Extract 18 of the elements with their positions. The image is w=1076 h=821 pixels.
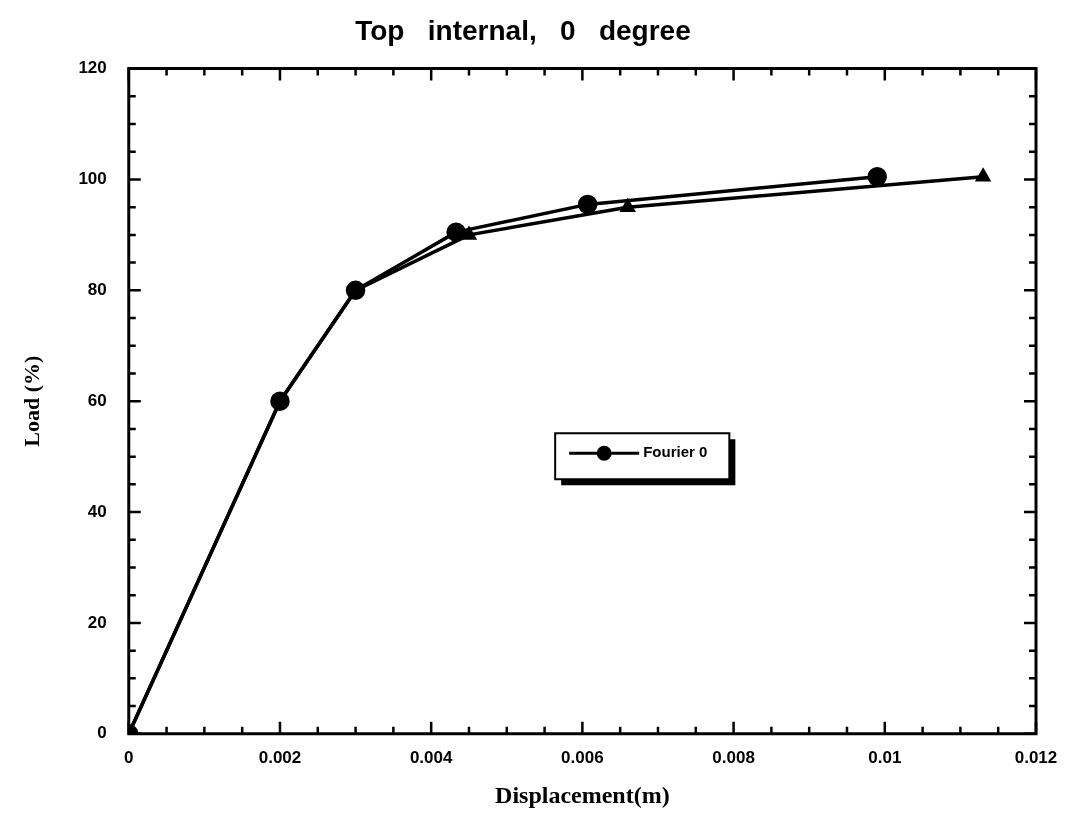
chart-title: Top internal, 0 degree: [355, 14, 691, 46]
y-tick-label: 0: [97, 723, 107, 743]
y-tick-label: 20: [87, 612, 107, 632]
x-tick-label: 0.012: [1014, 747, 1058, 767]
x-tick-label: 0: [124, 747, 134, 767]
y-axis-title: Load (%): [18, 355, 44, 447]
legend-label: Fourier 0: [643, 443, 708, 461]
x-tick-label: 0.004: [409, 747, 453, 767]
x-tick-label: 0.008: [712, 747, 755, 767]
x-tick-label: 0.002: [258, 747, 302, 767]
x-tick-label: 0.006: [561, 747, 604, 767]
x-tick-label: 0.01: [868, 747, 902, 767]
y-tick-label: 40: [87, 501, 107, 521]
x-axis-title: Displacement(m): [495, 781, 670, 808]
y-tick-label: 120: [78, 58, 107, 78]
y-tick-label: 80: [87, 280, 107, 300]
y-tick-label: 100: [78, 169, 107, 189]
y-tick-label: 60: [87, 390, 107, 410]
